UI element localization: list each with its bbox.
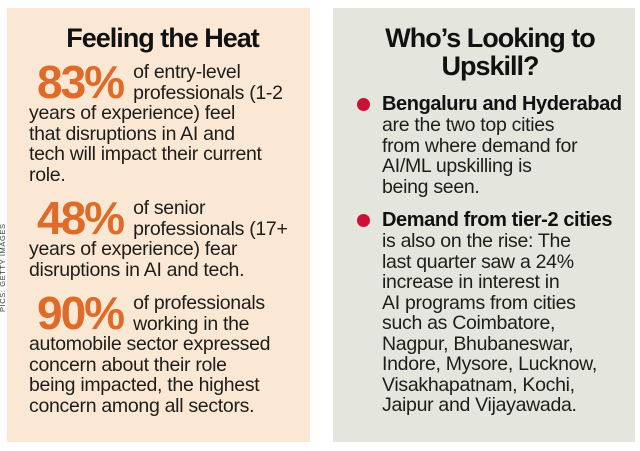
bullet-lead-tier2-demand: Demand from tier-2 cities bbox=[382, 209, 613, 231]
feeling-the-heat-panel: Feeling the Heat 83% of entry-level prof… bbox=[7, 8, 310, 442]
stat-block-senior: 48% of senior professionals (17+ years o… bbox=[29, 198, 296, 280]
left-panel-title: Feeling the Heat bbox=[66, 23, 260, 53]
bullet-lead-bengaluru-hyderabad: Bengaluru and Hyderabad bbox=[382, 93, 622, 115]
bullet-text-top-cities: are the two top cities from where demand… bbox=[382, 114, 578, 198]
bullet-dot-icon bbox=[357, 98, 370, 111]
stat-value-83: 83% bbox=[37, 62, 125, 108]
stat-value-48: 48% bbox=[37, 198, 125, 244]
stat-text-entry-level: of entry-level professionals (1-2 years … bbox=[29, 62, 283, 185]
bullet-text-tier2-cities: is also on the rise: The last quarter sa… bbox=[382, 230, 597, 416]
stat-text-automobile: of professionals working in the automobi… bbox=[29, 293, 271, 416]
right-panel-title: Who’s Looking to Upskill? bbox=[385, 23, 595, 81]
stat-text-senior: of senior professionals (17+ years of ex… bbox=[29, 198, 288, 280]
stat-block-entry-level: 83% of entry-level professionals (1-2 ye… bbox=[29, 62, 296, 185]
bullet-item-top-cities: Bengaluru and Hyderabad are the two top … bbox=[357, 94, 623, 197]
whos-looking-to-upskill-panel: Who’s Looking to Upskill? Bengaluru and … bbox=[333, 8, 635, 442]
bullet-dot-icon bbox=[357, 214, 370, 227]
stat-block-automobile: 90% of professionals working in the auto… bbox=[29, 293, 296, 416]
bullet-item-tier2-cities: Demand from tier-2 cities is also on the… bbox=[357, 210, 623, 416]
stat-value-90: 90% bbox=[37, 293, 125, 339]
